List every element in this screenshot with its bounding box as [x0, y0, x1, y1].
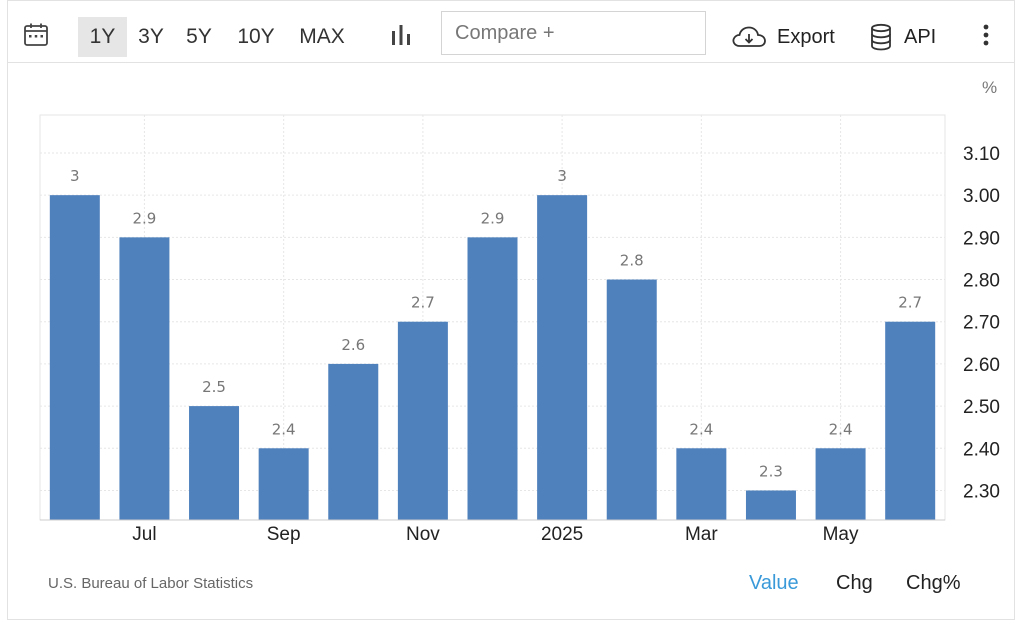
data-label: 2.9 — [132, 209, 156, 227]
chart-bar — [258, 448, 309, 520]
chart-bar — [119, 237, 170, 520]
chart-bar — [606, 279, 657, 520]
y-tick-label: 2.40 — [963, 439, 1000, 460]
cloud-download-icon — [731, 25, 767, 49]
chart-bar — [189, 406, 240, 520]
y-tick-label: 2.30 — [963, 481, 1000, 502]
data-label: 2.4 — [829, 420, 853, 438]
chart-bar — [537, 195, 588, 520]
y-tick-label: 2.50 — [963, 397, 1000, 418]
data-label: 3 — [557, 167, 567, 185]
data-label: 2.6 — [341, 336, 365, 354]
y-tick-label: 2.90 — [963, 228, 1000, 249]
data-label: 2.3 — [759, 462, 783, 480]
bar-chart: 2.30 2.40 2.50 2.60 2.70 2.80 2.90 3.00 3.10 3 2.9… — [39, 114, 1000, 545]
x-tick-label: Mar — [685, 524, 718, 545]
unit-label: % — [982, 78, 998, 97]
x-tick-label: Sep — [267, 524, 301, 545]
chart-bar — [815, 448, 866, 520]
y-tick-label: 2.70 — [963, 313, 1000, 334]
chart-bar — [745, 490, 796, 520]
tab-chg-percent[interactable]: Chg% — [906, 572, 961, 594]
x-tick-label: 2025 — [541, 524, 583, 545]
chart-bar — [467, 237, 518, 520]
y-tick-label: 3.00 — [963, 186, 1000, 207]
api-button[interactable]: API — [870, 17, 936, 57]
y-tick-label: 3.10 — [963, 144, 1000, 165]
kebab-menu-icon[interactable] — [976, 20, 996, 50]
chart-toolbar: 1Y 3Y 5Y 10Y MAX Compare + Export — [8, 8, 1014, 63]
export-button[interactable]: Export — [731, 17, 835, 57]
range-10y-button[interactable]: 10Y — [237, 25, 275, 48]
chart-bar — [397, 321, 448, 520]
chart-widget — [7, 0, 1015, 620]
chart-bar — [676, 448, 727, 520]
x-tick-label: Nov — [406, 524, 440, 545]
range-max-button[interactable]: MAX — [299, 25, 345, 48]
bar-chart-icon[interactable] — [386, 20, 416, 50]
database-icon — [870, 23, 892, 51]
compare-input[interactable]: Compare + — [441, 11, 706, 55]
data-label: 2.7 — [411, 294, 435, 312]
data-label: 2.4 — [689, 420, 713, 438]
chart-bar — [49, 195, 100, 520]
y-tick-label: 2.60 — [963, 355, 1000, 376]
data-label: 2.5 — [202, 378, 226, 396]
source-label: U.S. Bureau of Labor Statistics — [48, 575, 254, 592]
x-tick-label: Jul — [132, 524, 156, 545]
chart-bar — [328, 363, 379, 520]
api-label: API — [904, 25, 937, 48]
data-label: 3 — [70, 167, 80, 185]
x-tick-label: May — [823, 524, 859, 545]
data-label: 2.9 — [481, 209, 505, 227]
range-1y-button[interactable]: 1Y — [78, 17, 127, 57]
y-tick-label: 2.80 — [963, 271, 1000, 292]
chart-bar — [885, 321, 936, 520]
export-label: Export — [777, 25, 835, 48]
data-label: 2.4 — [272, 420, 296, 438]
tab-chg[interactable]: Chg — [836, 572, 873, 594]
data-label: 2.7 — [898, 294, 922, 312]
tab-value[interactable]: Value — [749, 572, 799, 594]
data-label: 2.8 — [620, 252, 644, 270]
range-3y-button[interactable]: 3Y — [138, 25, 164, 48]
calendar-icon[interactable] — [21, 20, 51, 50]
range-5y-button[interactable]: 5Y — [186, 25, 212, 48]
